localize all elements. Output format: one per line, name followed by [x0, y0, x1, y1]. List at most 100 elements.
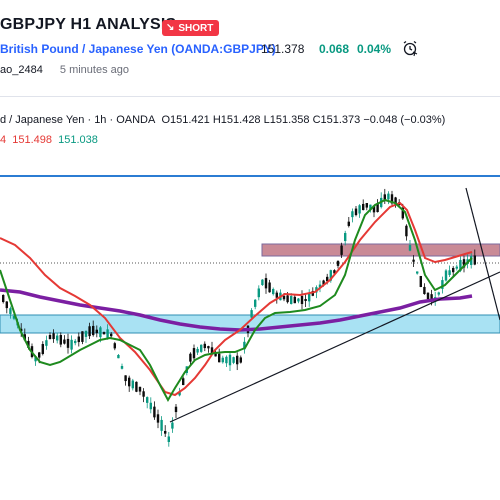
candle-body: [344, 232, 347, 242]
candle-body: [455, 266, 458, 269]
candle-body: [308, 292, 311, 302]
candle-body: [88, 326, 91, 337]
candle-body: [45, 340, 48, 346]
candle-body: [171, 422, 174, 429]
candle-body: [178, 391, 181, 396]
candle-body: [92, 325, 95, 336]
alarm-clock-icon[interactable]: [401, 39, 419, 57]
candle-body: [459, 260, 462, 271]
candle-body: [56, 335, 59, 341]
legend-low: L151.358: [263, 114, 310, 126]
ascending-trendline[interactable]: [169, 271, 500, 423]
candle-body: [52, 333, 55, 340]
candle-body: [164, 430, 167, 434]
price-change: 0.068: [319, 42, 350, 56]
candle-body: [318, 284, 322, 288]
candle-body: [70, 339, 73, 350]
candle-body: [189, 353, 192, 362]
price-chart[interactable]: [0, 150, 500, 500]
short-badge: ↘ SHORT: [162, 20, 220, 36]
candle-body: [74, 340, 77, 344]
candle-body: [264, 278, 268, 289]
candle-body: [110, 333, 113, 337]
idea-title: GBPJPY H1 ANALYSIS: [0, 16, 177, 33]
arrow-down-icon: ↘: [166, 22, 175, 33]
candle-body: [300, 295, 304, 305]
chart-legend: d / Japanese Yen · 1h · OANDA O151.421 H…: [0, 114, 445, 126]
badge-label: SHORT: [178, 22, 214, 34]
candle-body: [282, 295, 286, 300]
candle-body: [232, 357, 235, 363]
candle-body: [99, 327, 102, 338]
candle-body: [387, 193, 390, 200]
legend-open: O151.421: [161, 114, 210, 126]
candle-body: [354, 208, 358, 216]
publish-time: 5 minutes ago: [59, 64, 129, 76]
candle-body: [138, 386, 142, 392]
candle-body: [293, 296, 296, 304]
candle-body: [81, 331, 84, 342]
ma-value-1: 4: [0, 134, 7, 146]
candle-body: [2, 294, 5, 303]
candle-body: [218, 353, 221, 363]
candle-body: [416, 271, 419, 274]
candle-body: [423, 286, 426, 295]
candle-body: [153, 406, 156, 418]
ma-legend: 4 151.498 151.038: [0, 134, 98, 146]
candle-body: [182, 378, 185, 386]
candle-body: [146, 397, 149, 403]
candle-body: [470, 256, 473, 265]
candle-body: [275, 292, 278, 298]
candle-body: [419, 276, 422, 287]
author-line: ao_2484 5 minutes ago: [0, 64, 129, 76]
candle-body: [131, 380, 134, 389]
candle-body: [444, 270, 448, 281]
resistance-zone[interactable]: [261, 243, 500, 257]
candle-body: [243, 341, 246, 350]
candle-body: [38, 352, 41, 358]
candle-body: [372, 205, 376, 213]
candle-body: [192, 348, 196, 359]
candle-body: [412, 259, 415, 262]
candle-body: [261, 279, 264, 286]
candle-body: [448, 270, 451, 275]
candle-body: [286, 295, 289, 303]
candle-body: [95, 329, 98, 334]
candle-body: [117, 354, 120, 359]
candle-body: [210, 347, 214, 355]
candle-body: [214, 352, 217, 357]
candle-body: [365, 203, 368, 208]
candle-body: [135, 381, 138, 392]
candle-body: [329, 270, 332, 281]
candle-body: [102, 332, 106, 335]
candle-body: [66, 338, 70, 348]
candle-body: [462, 259, 466, 268]
candle-body: [124, 375, 127, 382]
candle-body: [304, 298, 307, 302]
candle-body: [441, 280, 444, 289]
candle-body: [437, 292, 440, 295]
candle-body: [340, 245, 343, 255]
candle-body: [239, 357, 242, 363]
candle-body: [290, 296, 293, 304]
candle-body: [41, 344, 44, 354]
price-change-percent: 0.04%: [357, 42, 392, 56]
candle-body: [257, 288, 260, 298]
candle-body: [84, 330, 88, 337]
candle-body: [452, 267, 455, 273]
candle-body: [27, 340, 30, 348]
candle-body: [351, 211, 354, 218]
candle-body: [272, 288, 275, 295]
candle-body: [376, 203, 379, 213]
candle-body: [268, 282, 271, 293]
candle-body: [408, 245, 412, 251]
author-name[interactable]: ao_2484: [0, 64, 43, 76]
candle-body: [326, 276, 329, 282]
descending-trendline[interactable]: [465, 187, 500, 321]
candle-body: [5, 301, 8, 309]
candle-body: [160, 419, 163, 431]
candle-body: [120, 366, 124, 369]
ma-fast-line: [0, 201, 473, 397]
symbol-code-link[interactable]: (OANDA:GBPJPY): [171, 42, 276, 56]
symbol-name-link[interactable]: British Pound / Japanese Yen: [0, 42, 168, 56]
